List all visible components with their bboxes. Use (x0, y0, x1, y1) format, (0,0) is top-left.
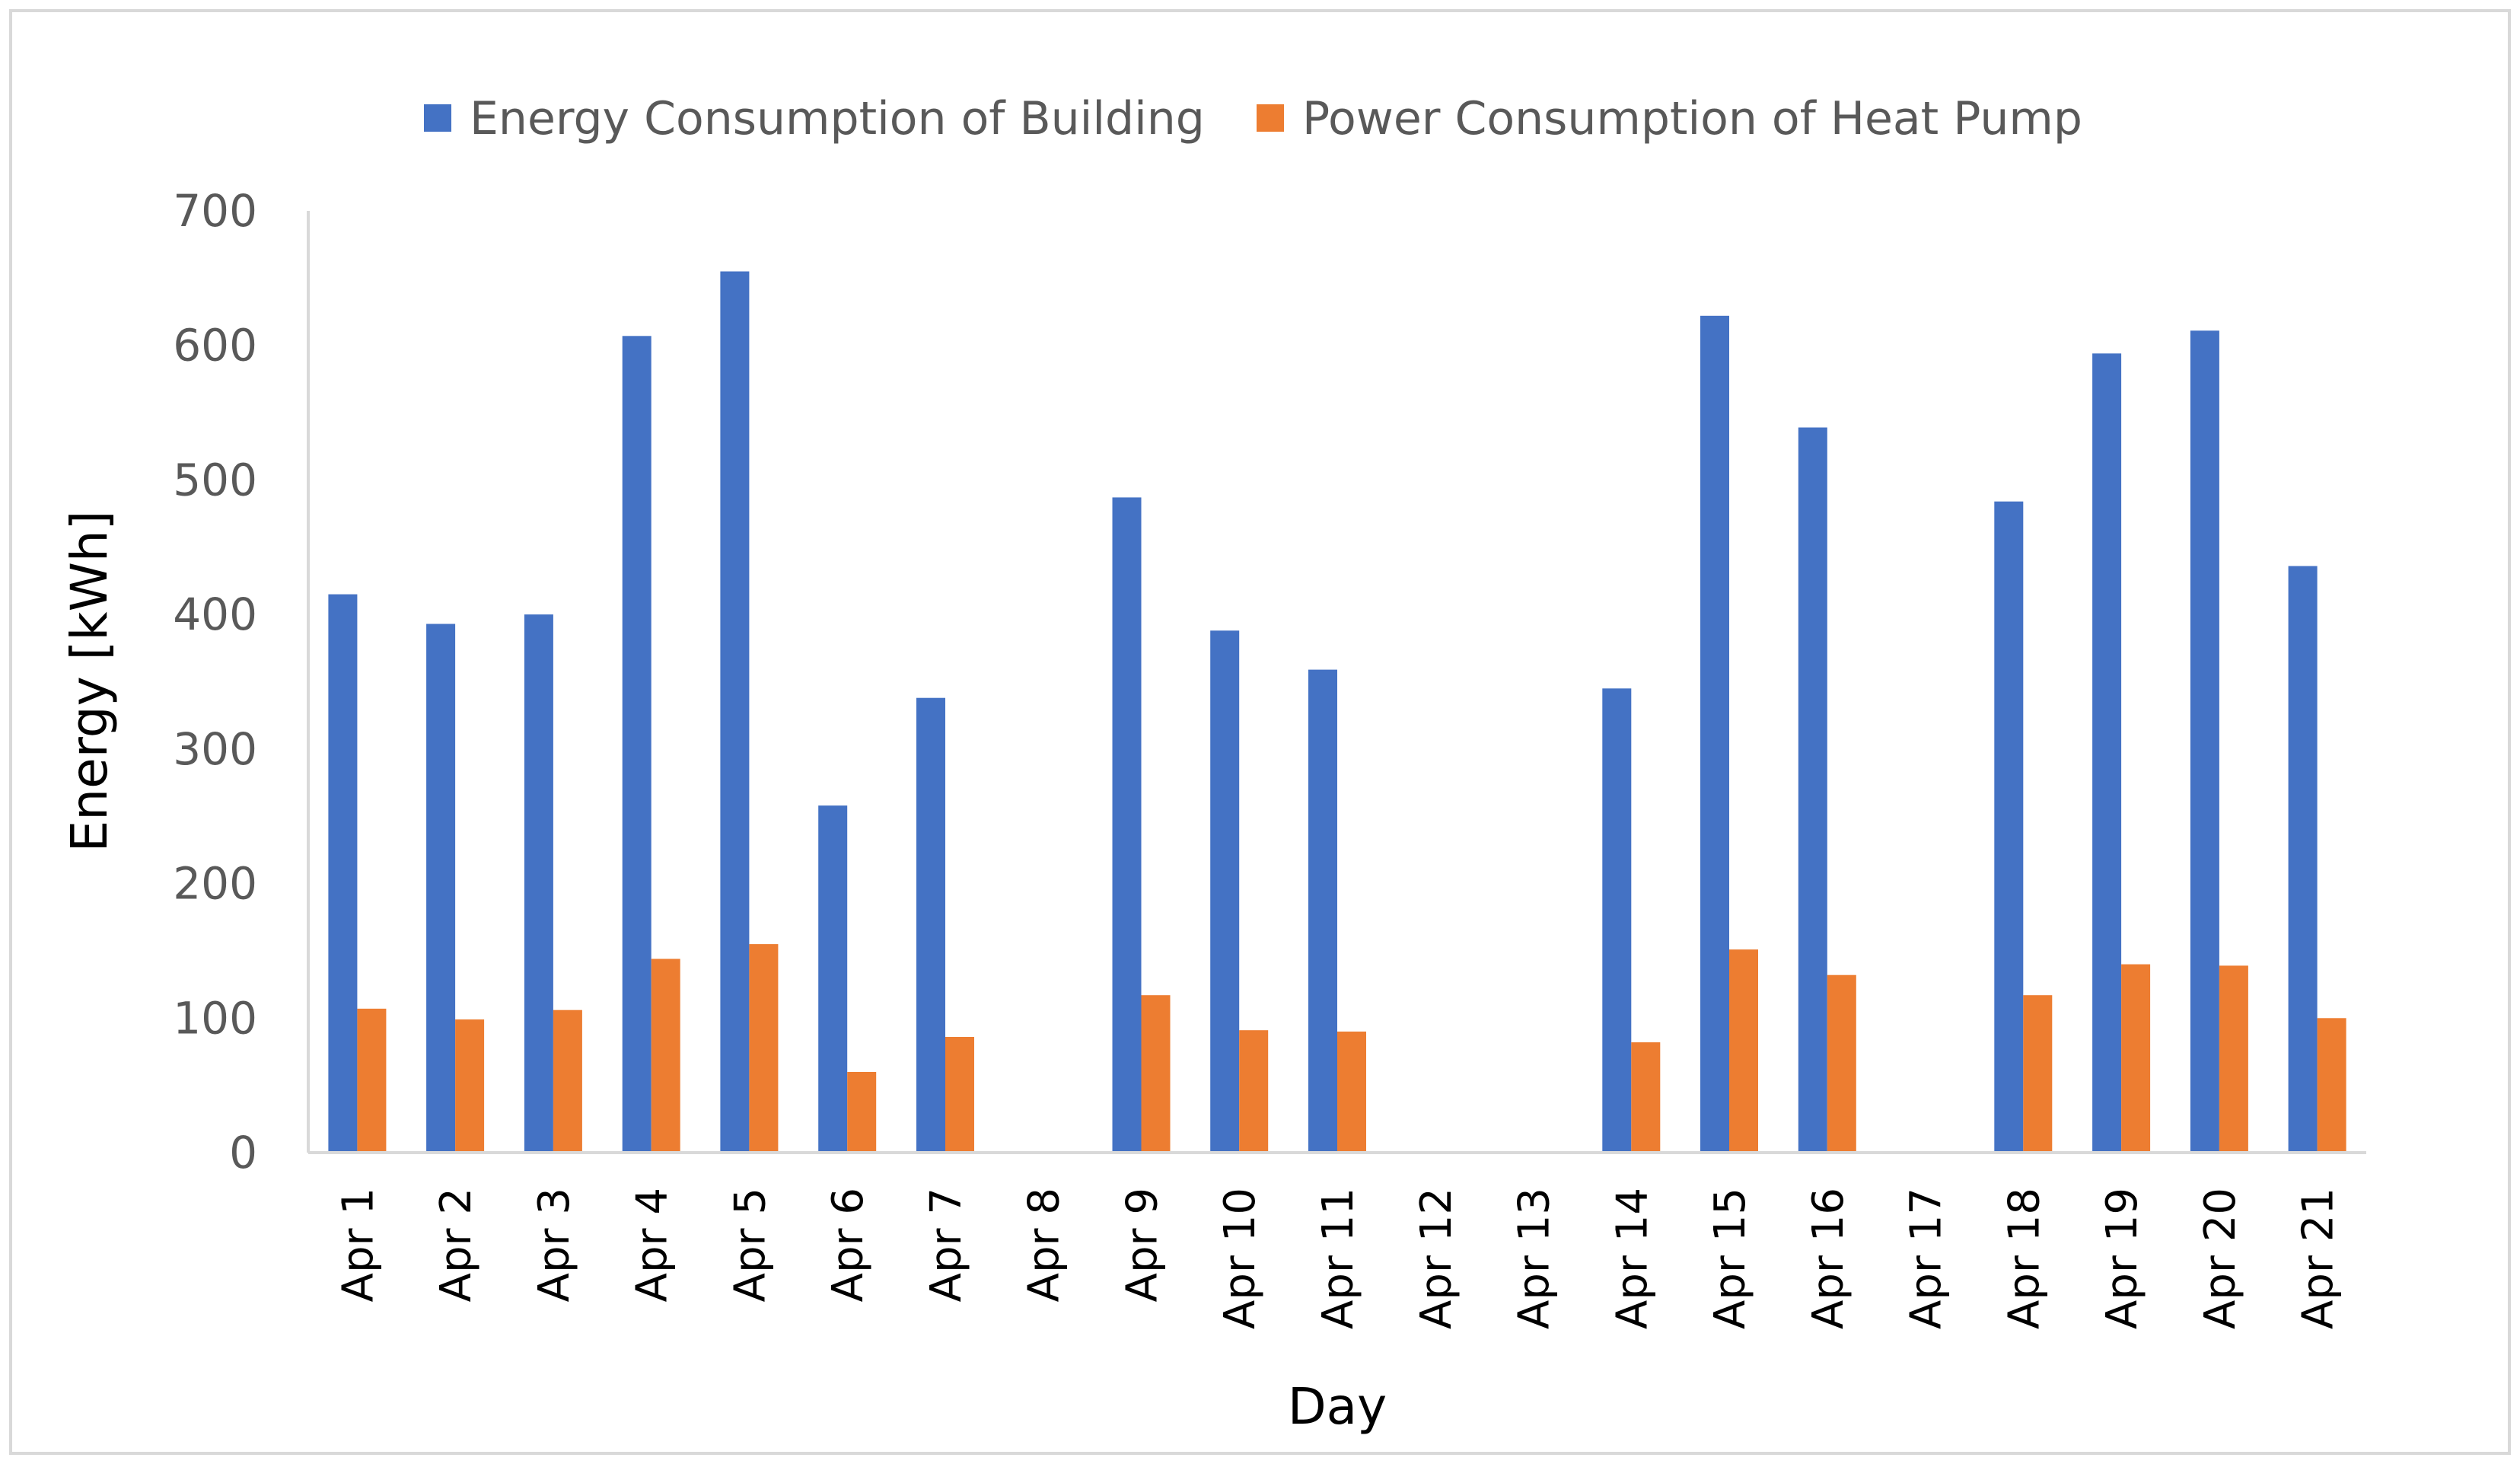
x-tick-label: Apr 11 (1314, 1188, 1363, 1329)
bar-heat-pump (651, 958, 680, 1153)
bar-heat-pump (1631, 1042, 1661, 1153)
y-tick-label: 600 (173, 320, 257, 372)
x-tick-label: Apr 14 (1607, 1188, 1657, 1329)
bars (328, 271, 2346, 1153)
bar-building (524, 614, 553, 1153)
bar-heat-pump (553, 1009, 582, 1153)
legend: Energy Consumption of Building Power Con… (424, 92, 2082, 145)
bar-building (1210, 630, 1240, 1153)
bar-heat-pump (1827, 974, 1856, 1153)
legend-swatch-building (424, 104, 451, 132)
x-axis-ticks: Apr 1 Apr 2 Apr 3 Apr 4 Apr 5 Apr 6 Apr 7 Apr 8… (333, 1188, 2343, 1329)
x-tick-label: Apr 9 (1118, 1188, 1168, 1302)
y-axis-ticks: 0 100 200 300 400 500 600 700 (173, 185, 257, 1179)
x-tick-label: Apr 8 (1020, 1188, 1069, 1302)
x-tick-label: Apr 12 (1412, 1188, 1461, 1329)
bar-building (2288, 566, 2318, 1153)
bar-building (818, 805, 848, 1153)
bar-heat-pump (847, 1072, 877, 1153)
x-tick-label: Apr 10 (1215, 1188, 1265, 1329)
bar-building (1994, 501, 2024, 1153)
bar-building (622, 336, 652, 1153)
bar-building (2190, 330, 2219, 1153)
legend-label-heat-pump: Power Consumption of Heat Pump (1302, 92, 2082, 145)
bar-heat-pump (2121, 964, 2151, 1153)
x-tick-label: Apr 1 (333, 1188, 383, 1302)
bar-heat-pump (945, 1037, 974, 1153)
legend-label-building: Energy Consumption of Building (470, 92, 1205, 145)
y-tick-label: 0 (229, 1127, 257, 1179)
bar-building (1798, 427, 1827, 1153)
bar-building (2092, 353, 2122, 1153)
bar-building (1700, 315, 1729, 1153)
bar-heat-pump (455, 1019, 485, 1153)
bar-heat-pump (1337, 1032, 1366, 1153)
bar-building (916, 697, 945, 1153)
bar-building (328, 594, 358, 1153)
x-tick-label: Apr 7 (922, 1188, 971, 1302)
bar-building (1112, 497, 1142, 1153)
bar-heat-pump (1239, 1030, 1269, 1153)
y-tick-label: 400 (173, 588, 257, 640)
bar-building (720, 271, 750, 1153)
y-axis-title: Energy [kWh] (60, 511, 119, 853)
x-tick-label: Apr 13 (1510, 1188, 1559, 1329)
bar-heat-pump (2317, 1018, 2346, 1153)
bar-heat-pump (1729, 949, 1758, 1153)
x-axis-title: Day (1288, 1377, 1387, 1436)
bar-heat-pump (2219, 965, 2248, 1153)
x-tick-label: Apr 6 (824, 1188, 873, 1302)
x-tick-label: Apr 2 (432, 1188, 481, 1302)
x-tick-label: Apr 19 (2098, 1188, 2147, 1329)
x-tick-label: Apr 21 (2294, 1188, 2343, 1329)
x-tick-label: Apr 17 (1902, 1188, 1951, 1329)
x-tick-label: Apr 18 (1999, 1188, 2049, 1329)
bar-building (1602, 688, 1632, 1153)
legend-swatch-heat-pump (1257, 104, 1284, 132)
x-tick-label: Apr 20 (2196, 1188, 2245, 1329)
y-tick-label: 100 (173, 992, 257, 1044)
x-tick-label: Apr 5 (725, 1188, 775, 1302)
x-tick-label: Apr 3 (530, 1188, 579, 1302)
x-tick-label: Apr 15 (1706, 1188, 1755, 1329)
bar-heat-pump (357, 1008, 387, 1153)
bar-heat-pump (2023, 995, 2053, 1153)
bar-heat-pump (749, 944, 779, 1153)
y-tick-label: 700 (173, 185, 257, 237)
bar-heat-pump (1141, 995, 1171, 1153)
x-tick-label: Apr 16 (1804, 1188, 1853, 1329)
x-tick-label: Apr 4 (628, 1188, 677, 1302)
y-tick-label: 200 (173, 858, 257, 910)
y-tick-label: 500 (173, 454, 257, 506)
y-tick-label: 300 (173, 723, 257, 775)
bar-building (426, 624, 456, 1153)
bar-building (1308, 669, 1337, 1153)
